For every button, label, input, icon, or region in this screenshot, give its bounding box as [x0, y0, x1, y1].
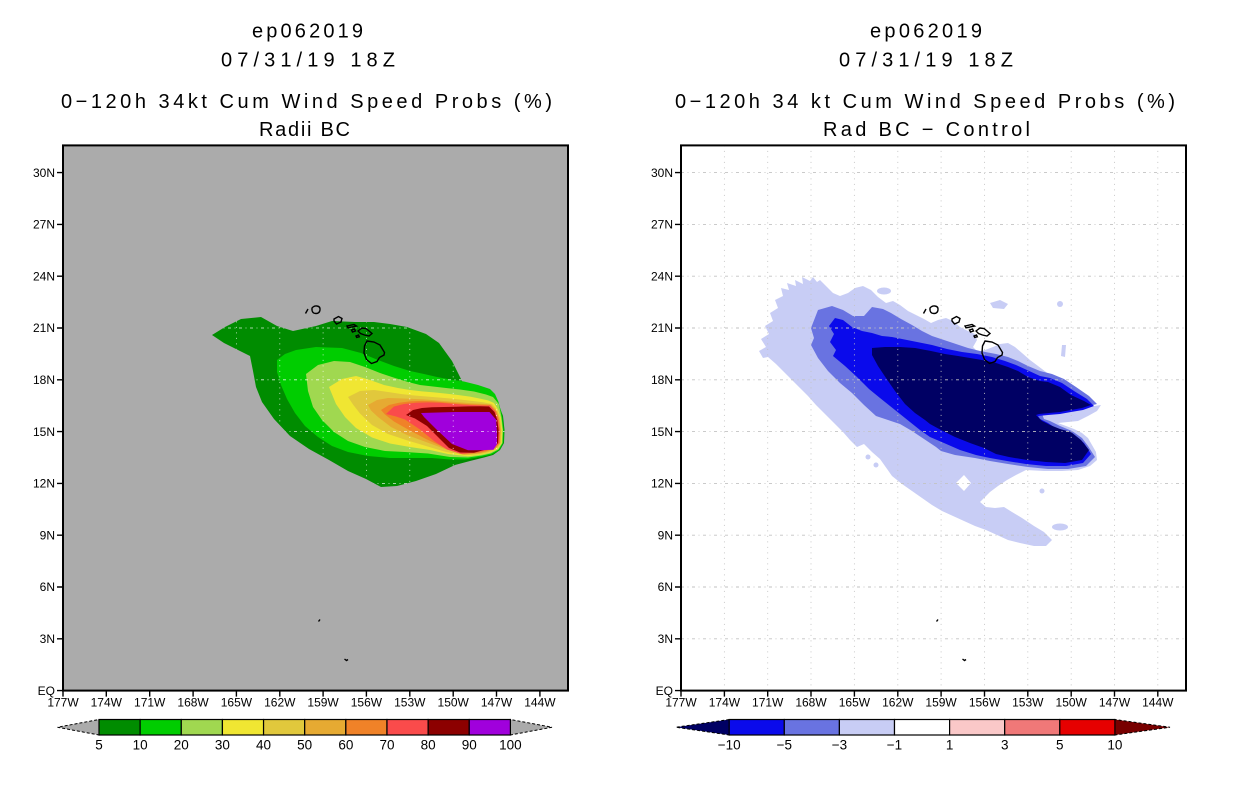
svg-text:171W: 171W	[752, 696, 784, 710]
svg-text:1: 1	[946, 738, 954, 753]
svg-text:30: 30	[215, 738, 230, 753]
svg-text:40: 40	[256, 738, 271, 753]
svg-text:18N: 18N	[651, 373, 673, 387]
svg-text:150W: 150W	[1056, 696, 1088, 710]
svg-text:EQ: EQ	[656, 684, 673, 698]
svg-text:3: 3	[1001, 738, 1009, 753]
svg-text:Rad BC − Control: Rad BC − Control	[823, 119, 1030, 141]
svg-text:21N: 21N	[651, 321, 673, 335]
svg-text:156W: 156W	[351, 696, 383, 710]
svg-text:80: 80	[421, 738, 436, 753]
svg-text:150W: 150W	[438, 696, 470, 710]
svg-text:177W: 177W	[665, 696, 697, 710]
svg-text:07/31/19 18Z: 07/31/19 18Z	[221, 50, 395, 72]
svg-text:70: 70	[379, 738, 394, 753]
svg-text:168W: 168W	[177, 696, 209, 710]
svg-text:147W: 147W	[1099, 696, 1131, 710]
svg-text:15N: 15N	[651, 425, 673, 439]
svg-text:15N: 15N	[33, 425, 55, 439]
svg-text:9N: 9N	[40, 528, 55, 542]
svg-text:177W: 177W	[47, 696, 79, 710]
svg-text:10: 10	[133, 738, 148, 753]
svg-text:90: 90	[462, 738, 477, 753]
svg-text:171W: 171W	[134, 696, 166, 710]
svg-text:147W: 147W	[481, 696, 513, 710]
svg-text:24N: 24N	[651, 269, 673, 283]
svg-text:159W: 159W	[925, 696, 957, 710]
svg-text:144W: 144W	[524, 696, 556, 710]
svg-text:27N: 27N	[33, 218, 55, 232]
svg-text:5: 5	[1056, 738, 1064, 753]
svg-text:12N: 12N	[651, 477, 673, 491]
svg-text:156W: 156W	[969, 696, 1001, 710]
svg-text:153W: 153W	[1012, 696, 1044, 710]
svg-text:100: 100	[499, 738, 522, 753]
svg-text:3N: 3N	[40, 632, 55, 646]
svg-text:0−120h 34kt Cum Wind Speed Pro: 0−120h 34kt Cum Wind Speed Probs (%)	[61, 91, 552, 113]
svg-text:9N: 9N	[658, 528, 673, 542]
svg-text:20: 20	[174, 738, 189, 753]
svg-text:6N: 6N	[40, 580, 55, 594]
svg-text:−1: −1	[887, 738, 902, 753]
svg-text:27N: 27N	[651, 218, 673, 232]
svg-text:30N: 30N	[651, 166, 673, 180]
svg-text:168W: 168W	[795, 696, 827, 710]
svg-text:50: 50	[297, 738, 312, 753]
svg-text:Radii BC: Radii BC	[259, 119, 350, 141]
svg-text:144W: 144W	[1142, 696, 1174, 710]
svg-text:−10: −10	[718, 738, 741, 753]
svg-text:24N: 24N	[33, 269, 55, 283]
svg-text:60: 60	[338, 738, 353, 753]
svg-text:10: 10	[1107, 738, 1122, 753]
svg-text:165W: 165W	[839, 696, 871, 710]
svg-text:162W: 162W	[882, 696, 914, 710]
svg-text:−5: −5	[777, 738, 792, 753]
svg-text:174W: 174W	[709, 696, 741, 710]
svg-text:21N: 21N	[33, 321, 55, 335]
svg-text:07/31/19 18Z: 07/31/19 18Z	[839, 50, 1013, 72]
svg-text:165W: 165W	[221, 696, 253, 710]
svg-text:−3: −3	[832, 738, 847, 753]
svg-text:6N: 6N	[658, 580, 673, 594]
svg-text:12N: 12N	[33, 477, 55, 491]
svg-text:5: 5	[95, 738, 103, 753]
svg-text:18N: 18N	[33, 373, 55, 387]
svg-text:3N: 3N	[658, 632, 673, 646]
svg-text:174W: 174W	[91, 696, 123, 710]
svg-text:153W: 153W	[394, 696, 426, 710]
svg-text:159W: 159W	[307, 696, 339, 710]
svg-text:30N: 30N	[33, 166, 55, 180]
svg-text:162W: 162W	[264, 696, 296, 710]
svg-text:EQ: EQ	[38, 684, 55, 698]
